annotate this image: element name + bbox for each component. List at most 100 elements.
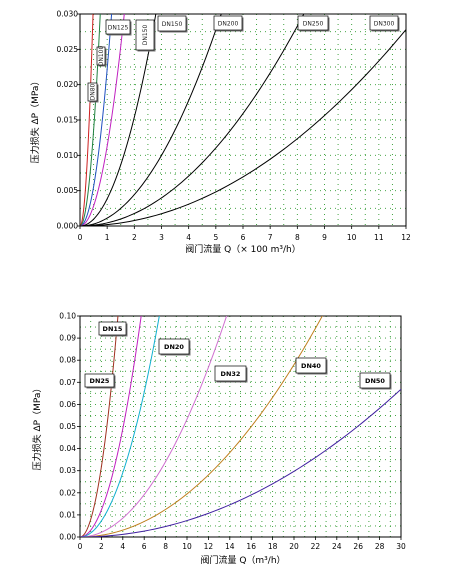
x-tick-label: 6	[142, 542, 147, 551]
y-tick-label: 0.02	[59, 488, 76, 497]
x-tick-label: 0	[78, 542, 83, 551]
y-tick-label: 0.09	[59, 334, 76, 343]
label-text: DN50	[365, 377, 385, 385]
label-text: DN25	[90, 377, 110, 385]
y-tick-label: 0.05	[59, 422, 76, 431]
x-tick-label: 9	[322, 233, 327, 242]
label-box	[105, 19, 131, 35]
series-label-dn20: DN20	[158, 338, 191, 356]
series-label-dn125: DN125	[105, 19, 132, 36]
y-tick-label: 0.07	[59, 378, 76, 387]
series-line-dn150	[80, 14, 125, 226]
label-text: DN250	[303, 20, 324, 27]
x-tick-label: 3	[159, 233, 164, 242]
chart-1: 0 1 2 3 4 5 6 7 8 9 10 11 120.0000.0050.0100.0150.02…	[29, 10, 411, 256]
y-axis-title: 压力损失 ΔP（MPa）	[29, 77, 41, 164]
y-tick-label: 0.04	[59, 444, 76, 453]
x-axis-title: 阀门流量 Q（m³/h）	[200, 554, 285, 566]
label-box	[295, 357, 327, 374]
series-line-dn200	[80, 14, 222, 226]
y-axis-title: 压力损失 ΔP（MPa）	[31, 384, 43, 471]
y-tick-label: 0.015	[57, 116, 79, 125]
x-tick-label: 14	[225, 542, 235, 551]
y-tick-label: 0.10	[59, 312, 76, 321]
label-box	[98, 321, 127, 336]
label-box	[157, 15, 187, 32]
label-text: DN40	[301, 362, 321, 370]
label-box	[87, 82, 98, 102]
x-tick-label: 24	[332, 542, 342, 551]
series-label-dn50: DN50	[359, 372, 392, 390]
x-tick-label: 8	[163, 542, 168, 551]
y-tick-label: 0.030	[57, 10, 79, 19]
y-tick-label: 0.025	[57, 45, 79, 54]
series-label-dn200: DN200	[213, 15, 244, 32]
y-tick-label: 0.01	[59, 510, 76, 519]
x-tick-label: 16	[246, 542, 256, 551]
x-tick-label: 7	[268, 233, 273, 242]
x-tick-label: 22	[311, 542, 321, 551]
series-label-dn15: DN15	[98, 321, 128, 337]
series-line-dn250	[80, 14, 305, 226]
series-line-dn25	[80, 316, 160, 537]
label-text: DN100	[98, 46, 105, 67]
label-text: DN150	[162, 21, 183, 28]
series-line-dn300	[80, 29, 406, 226]
y-tick-label: 0.005	[57, 186, 79, 195]
x-tick-label: 8	[295, 233, 300, 242]
y-tick-label: 0.010	[57, 151, 79, 160]
x-tick-label: 12	[204, 542, 214, 551]
series-line-dn50	[80, 388, 401, 537]
series-line-dn80	[80, 14, 94, 226]
series-label-dn250: DN250	[297, 15, 330, 32]
x-tick-label: 20	[289, 542, 299, 551]
series-line-dn100	[80, 14, 101, 226]
x-tick-label: 26	[353, 542, 363, 551]
x-tick-label: 10	[347, 233, 357, 242]
y-tick-label: 0.03	[59, 466, 76, 475]
label-box	[158, 338, 190, 355]
label-box	[369, 15, 399, 31]
label-text: DN32	[221, 370, 241, 378]
y-tick-label: 0.00	[59, 533, 76, 542]
chart-2: 0 2 4 6 8 10 12 14 16 18 20 22 24 26 28 300.000.010.020…	[31, 312, 406, 567]
label-box	[135, 19, 155, 51]
y-tick-label: 0.000	[57, 222, 79, 231]
x-tick-label: 28	[375, 542, 385, 551]
series-line-dn125	[80, 14, 113, 226]
x-tick-label: 4	[186, 233, 191, 242]
label-text: DN20	[164, 343, 184, 351]
grid	[79, 315, 402, 538]
label-box	[214, 365, 247, 382]
series-label-dn80: DN80	[87, 82, 99, 103]
x-tick-label: 5	[213, 233, 218, 242]
series-group	[80, 14, 406, 226]
label-box	[84, 373, 115, 388]
grid	[79, 13, 407, 227]
label-text: DN150	[142, 25, 149, 46]
series-line-dn20	[80, 316, 142, 537]
series-label-dn150: DN150	[135, 19, 156, 52]
y-tick-label: 0.08	[59, 356, 76, 365]
series-label-dn100: DN100	[96, 46, 107, 67]
x-tick-label: 11	[374, 233, 384, 242]
series-label-dn32: DN32	[214, 365, 248, 383]
x-tick-label: 10	[182, 542, 192, 551]
series-line-dn32	[80, 316, 228, 537]
x-tick-label: 4	[120, 542, 125, 551]
series-line-dn150	[80, 14, 157, 226]
label-box	[297, 15, 329, 31]
series-line-dn40	[80, 316, 323, 537]
series-label-dn300: DN300	[369, 15, 400, 32]
x-tick-label: 12	[401, 233, 411, 242]
x-tick-label: 6	[241, 233, 246, 242]
label-box	[359, 372, 391, 389]
series-label-dn40: DN40	[295, 357, 328, 375]
x-tick-label: 30	[396, 542, 406, 551]
y-tick-label: 0.020	[57, 80, 79, 89]
y-tick-label: 0.06	[59, 400, 76, 409]
x-tick-label: 2	[132, 233, 137, 242]
series-label-dn150: DN150	[157, 15, 188, 33]
x-tick-label: 2	[99, 542, 104, 551]
